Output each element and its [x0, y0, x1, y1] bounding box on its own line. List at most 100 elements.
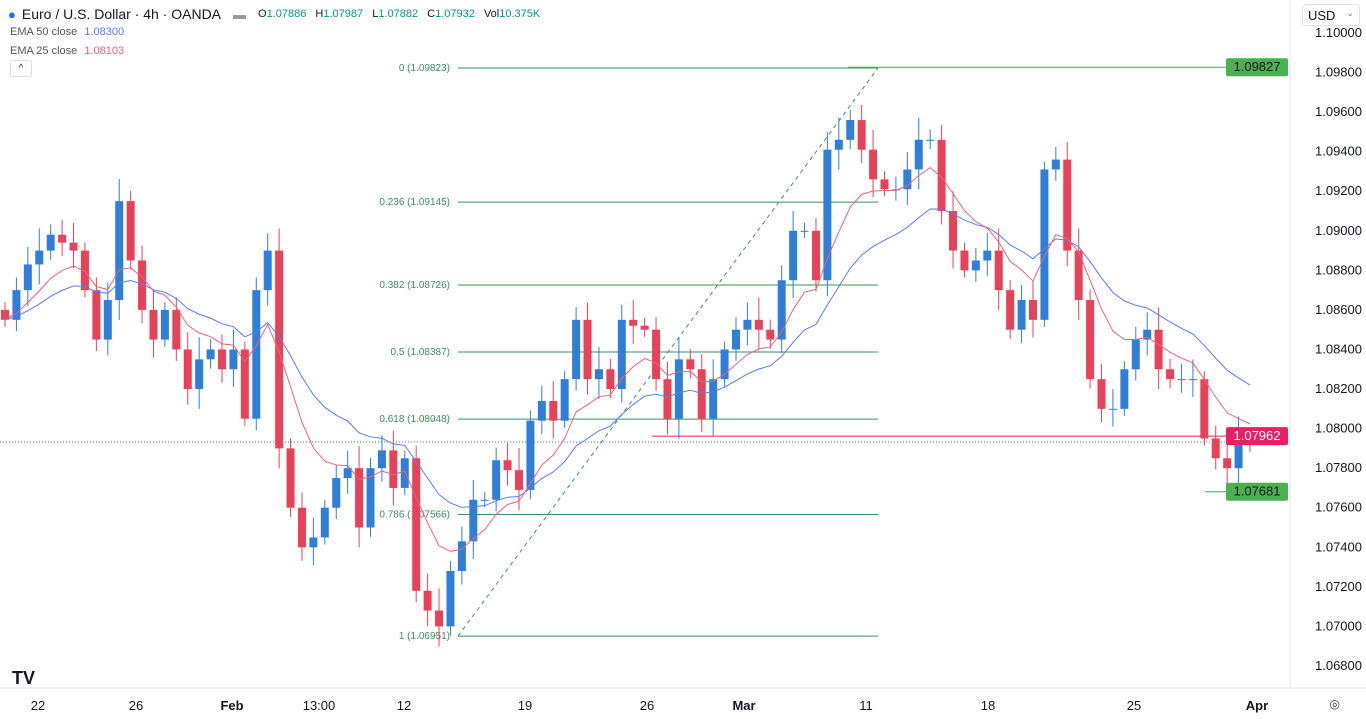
- candle-body: [1166, 369, 1175, 380]
- euro-flag-icon: ●: [8, 6, 16, 22]
- candle-body: [206, 349, 215, 360]
- candle-body: [1154, 329, 1163, 370]
- candle-body: [423, 590, 432, 611]
- candle-body: [12, 290, 21, 320]
- fib-level-label: 1 (1.06951): [399, 631, 450, 642]
- candle-body: [1234, 438, 1243, 469]
- candle-body: [229, 349, 238, 370]
- candle-body: [1108, 408, 1117, 410]
- candle-body: [240, 349, 249, 419]
- fib-level-label: 0.382 (1.08726): [379, 280, 450, 291]
- ema-50-legend[interactable]: EMA 50 close 1.08300: [10, 26, 125, 38]
- candle-body: [1120, 369, 1129, 409]
- candle-body: [777, 280, 786, 340]
- fib-level-label: 0.618 (1.08048): [379, 414, 450, 425]
- candle-body: [640, 325, 649, 330]
- candle-body: [80, 250, 89, 291]
- y-tick-label: 1.08000: [1315, 421, 1362, 436]
- y-tick-label: 1.09600: [1315, 104, 1362, 119]
- candle-body: [1143, 329, 1152, 340]
- price-label-text: 1.07962: [1234, 428, 1281, 443]
- candle-body: [377, 450, 386, 469]
- candle-body: [743, 319, 752, 330]
- minus-icon[interactable]: ▬: [233, 6, 247, 22]
- candle-body: [1074, 250, 1083, 301]
- chart-legend: ● Euro / U.S. Dollar · 4h · OANDA ▬ O1.0…: [8, 6, 546, 22]
- y-tick-label: 1.08600: [1315, 302, 1362, 317]
- candle-body: [252, 290, 261, 419]
- candle-body: [23, 264, 32, 291]
- candle-body: [69, 242, 78, 251]
- candle-body: [994, 250, 1003, 291]
- candle-body: [1223, 458, 1232, 469]
- candle-body: [709, 379, 718, 419]
- candle-body: [492, 460, 501, 500]
- price-label-badge: [1226, 482, 1288, 501]
- candle-body: [469, 499, 478, 542]
- candle-body: [332, 478, 341, 508]
- candle-body: [389, 450, 398, 488]
- ema-50-line: [4, 208, 1251, 508]
- candle-body: [572, 319, 581, 380]
- candle-body: [1051, 159, 1060, 170]
- price-label-badge: [1226, 427, 1288, 446]
- symbol-title[interactable]: Euro / U.S. Dollar · 4h · OANDA: [21, 6, 222, 22]
- y-tick-label: 1.08400: [1315, 341, 1362, 356]
- candle-body: [606, 369, 615, 390]
- candle-body: [926, 139, 935, 141]
- chevron-up-icon[interactable]: ^: [10, 60, 32, 77]
- candle-body: [320, 507, 329, 538]
- y-tick-label: 1.09400: [1315, 144, 1362, 159]
- candle-body: [937, 139, 946, 212]
- price-label-text: 1.07681: [1234, 484, 1281, 499]
- price-axis-bg: [1290, 0, 1366, 719]
- candle-body: [891, 189, 900, 191]
- candle-body: [583, 319, 592, 380]
- candle-body: [297, 507, 306, 548]
- candle-body: [1006, 290, 1015, 330]
- candle-body: [286, 448, 295, 508]
- candle-body: [1177, 379, 1186, 381]
- candle-body: [149, 309, 158, 340]
- candle-body: [537, 400, 546, 421]
- price-label-text: 1.09827: [1234, 59, 1281, 74]
- candle-body: [823, 149, 832, 281]
- x-tick-label: 11: [859, 698, 873, 713]
- candle-body: [58, 234, 67, 243]
- y-tick-label: 1.09200: [1315, 183, 1362, 198]
- candle-body: [674, 359, 683, 419]
- y-tick-label: 1.07200: [1315, 579, 1362, 594]
- x-tick-label: 12: [397, 698, 411, 713]
- candle-body: [983, 250, 992, 261]
- candle-body: [766, 329, 775, 340]
- candle-body: [343, 468, 352, 479]
- candle-body: [263, 250, 272, 291]
- candle-body: [1040, 169, 1049, 320]
- ema-25-line: [4, 166, 1251, 552]
- tradingview-logo[interactable]: TV: [12, 668, 36, 688]
- ema-25-legend[interactable]: EMA 25 close 1.08103: [10, 45, 125, 57]
- candle-body: [1200, 379, 1209, 439]
- price-label-badge: [1226, 58, 1288, 77]
- x-tick-label: 22: [31, 698, 45, 713]
- candle-body: [103, 300, 112, 340]
- y-tick-label: 1.08800: [1315, 262, 1362, 277]
- currency-select[interactable]: USD ⌄: [1302, 4, 1360, 26]
- candle-body: [1, 309, 9, 320]
- candle-body: [35, 250, 44, 265]
- y-tick-label: 1.07800: [1315, 460, 1362, 475]
- y-tick-label: 1.07400: [1315, 539, 1362, 554]
- candle-body: [834, 139, 843, 150]
- candle-body: [435, 610, 444, 627]
- candle-body: [309, 537, 318, 548]
- candle-body: [1131, 339, 1140, 370]
- y-tick-label: 1.10000: [1315, 25, 1362, 40]
- candle-body: [971, 260, 980, 271]
- x-tick-label: Mar: [732, 698, 755, 713]
- x-tick-label: Feb: [220, 698, 243, 713]
- eye-icon[interactable]: ◎: [1329, 697, 1340, 711]
- candle-body: [663, 379, 672, 419]
- candle-body: [549, 400, 558, 421]
- candle-body: [697, 369, 706, 419]
